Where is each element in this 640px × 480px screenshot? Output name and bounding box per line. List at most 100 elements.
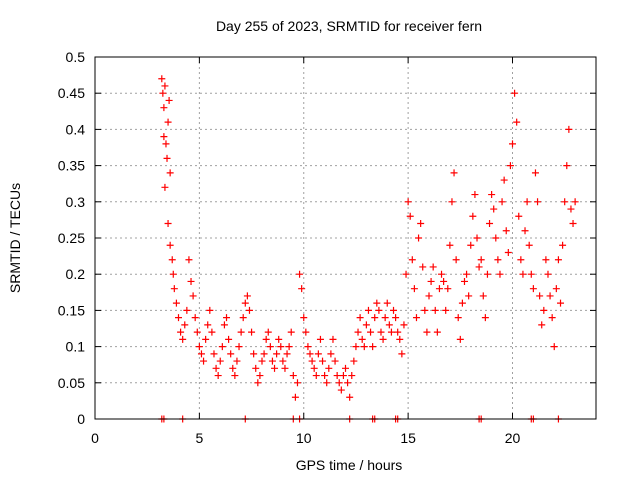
data-point <box>212 364 220 372</box>
data-point <box>273 350 281 358</box>
data-point <box>166 169 174 177</box>
data-point <box>538 321 546 329</box>
data-point <box>531 169 539 177</box>
data-point <box>262 335 270 343</box>
data-point <box>536 292 544 300</box>
data-point <box>248 328 256 336</box>
data-point <box>206 306 214 314</box>
x-tick-label: 5 <box>195 430 203 446</box>
data-point <box>421 306 429 314</box>
data-point <box>412 314 420 322</box>
x-tick-label: 20 <box>505 430 521 446</box>
data-point <box>293 379 301 387</box>
data-point <box>519 270 527 278</box>
data-point <box>337 386 345 394</box>
data-point <box>567 205 575 213</box>
data-point <box>448 198 456 206</box>
data-point <box>227 350 235 358</box>
data-point <box>423 328 431 336</box>
data-point <box>354 328 362 336</box>
data-point <box>179 335 187 343</box>
data-point <box>362 321 370 329</box>
data-point <box>231 372 239 380</box>
data-point <box>506 162 514 170</box>
data-point <box>310 364 318 372</box>
data-point <box>396 335 404 343</box>
data-point <box>181 321 189 329</box>
data-point <box>433 328 441 336</box>
data-point <box>271 364 279 372</box>
data-point <box>479 292 487 300</box>
data-point <box>195 343 203 351</box>
data-point <box>291 393 299 401</box>
data-point <box>161 183 169 191</box>
y-tick-label: 0.5 <box>66 49 86 65</box>
y-axis: 0 0.05 0.1 0.15 0.2 0.25 0.3 0.35 0.4 0.45 0.5 <box>58 49 596 427</box>
data-point <box>486 220 494 228</box>
data-point <box>410 285 418 293</box>
data-point <box>319 357 327 365</box>
data-point <box>235 343 243 351</box>
data-point <box>321 372 329 380</box>
data-point <box>471 191 479 199</box>
data-point <box>223 314 231 322</box>
data-point <box>496 270 504 278</box>
data-point <box>465 292 473 300</box>
data-point <box>158 75 166 83</box>
data-point <box>494 256 502 264</box>
data-point <box>529 285 537 293</box>
data-point <box>513 118 521 126</box>
data-point <box>375 306 383 314</box>
data-point <box>481 314 489 322</box>
data-point <box>258 357 266 365</box>
data-point <box>350 357 358 365</box>
data-point <box>515 212 523 220</box>
x-tick-label: 0 <box>91 430 99 446</box>
data-point <box>289 372 297 380</box>
data-point <box>490 205 498 213</box>
data-point <box>304 343 312 351</box>
data-point <box>511 89 519 97</box>
data-point <box>561 198 569 206</box>
data-point <box>266 343 274 351</box>
data-point <box>241 299 249 307</box>
y-tick-label: 0.25 <box>58 230 85 246</box>
data-point <box>358 335 366 343</box>
data-point <box>360 343 368 351</box>
grid <box>95 57 596 419</box>
data-point <box>348 372 356 380</box>
data-point <box>172 299 180 307</box>
data-point <box>197 350 205 358</box>
data-point <box>275 335 283 343</box>
data-point <box>544 270 552 278</box>
data-point <box>243 292 251 300</box>
data-point <box>571 198 579 206</box>
data-point <box>438 270 446 278</box>
data-point <box>306 350 314 358</box>
data-point <box>546 292 554 300</box>
data-point <box>356 314 364 322</box>
data-point <box>160 104 168 112</box>
data-point <box>527 270 535 278</box>
data-point <box>160 133 168 141</box>
data-point <box>383 299 391 307</box>
data-point <box>316 335 324 343</box>
data-point <box>467 241 475 249</box>
data-point <box>161 82 169 90</box>
data-point <box>554 256 562 264</box>
data-point <box>446 241 454 249</box>
data-point <box>189 292 197 300</box>
data-point <box>250 350 258 358</box>
data-point <box>454 314 462 322</box>
data-point <box>498 198 506 206</box>
chart-title: Day 255 of 2023, SRMTID for receiver fer… <box>216 18 482 34</box>
data-point <box>168 256 176 264</box>
data-point <box>398 350 406 358</box>
data-point <box>346 393 354 401</box>
data-point <box>329 335 337 343</box>
data-point <box>402 270 410 278</box>
data-point <box>296 270 304 278</box>
data-point <box>406 212 414 220</box>
y-tick-label: 0.45 <box>58 85 85 101</box>
data-point <box>268 357 276 365</box>
